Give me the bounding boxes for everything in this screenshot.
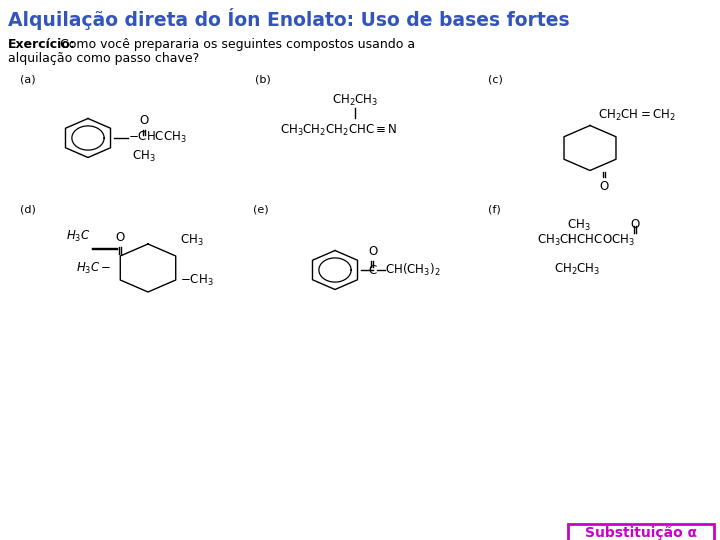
Text: CH$_3$: CH$_3$ <box>132 148 156 164</box>
Text: CH$_3$CHCHCOCH$_3$: CH$_3$CHCHCOCH$_3$ <box>537 232 635 247</box>
Text: O: O <box>630 218 639 231</box>
Text: CH$_3$: CH$_3$ <box>567 218 590 233</box>
FancyBboxPatch shape <box>568 523 714 540</box>
Text: Substituição α: Substituição α <box>585 526 697 540</box>
Text: CH(CH$_3$)$_2$: CH(CH$_3$)$_2$ <box>385 262 441 278</box>
Text: (f): (f) <box>488 205 500 215</box>
Text: (d): (d) <box>20 205 36 215</box>
Text: O: O <box>116 231 125 244</box>
Text: CH$_2$CH$_3$: CH$_2$CH$_3$ <box>332 93 378 108</box>
Text: $H_3C-$: $H_3C-$ <box>76 260 112 275</box>
Text: C: C <box>369 264 377 276</box>
Text: O: O <box>140 114 148 127</box>
Text: CH$_2$CH$_3$: CH$_2$CH$_3$ <box>554 262 600 277</box>
Text: $-$CH$_3$: $-$CH$_3$ <box>180 273 213 287</box>
Text: CH$_2$CH$=$CH$_2$: CH$_2$CH$=$CH$_2$ <box>598 107 676 123</box>
Text: (c): (c) <box>488 75 503 85</box>
Text: (e): (e) <box>253 205 269 215</box>
Text: Como você prepararia os seguintes compostos usando a: Como você prepararia os seguintes compos… <box>56 38 415 51</box>
Text: alquilação como passo chave?: alquilação como passo chave? <box>8 52 199 65</box>
Text: (a): (a) <box>20 75 35 85</box>
Text: O: O <box>369 245 377 258</box>
Text: CH$_3$CH$_2$CH$_2$CHC$\equiv$N: CH$_3$CH$_2$CH$_2$CHC$\equiv$N <box>280 123 397 138</box>
Text: CH$_3$: CH$_3$ <box>180 233 204 248</box>
Text: Exercício:: Exercício: <box>8 38 76 51</box>
Text: $H_3C$: $H_3C$ <box>66 229 90 244</box>
Text: $-$CHCCH$_3$: $-$CHCCH$_3$ <box>128 130 186 145</box>
Text: Alquilação direta do Íon Enolato: Uso de bases fortes: Alquilação direta do Íon Enolato: Uso de… <box>8 8 570 30</box>
Text: (b): (b) <box>255 75 271 85</box>
Text: O: O <box>599 179 608 192</box>
